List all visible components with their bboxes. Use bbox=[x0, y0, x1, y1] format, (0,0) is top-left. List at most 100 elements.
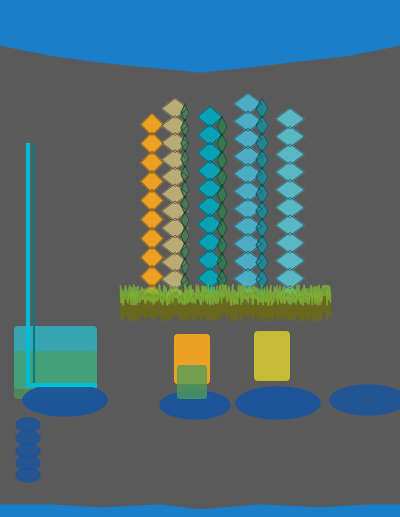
Polygon shape bbox=[234, 94, 262, 114]
Polygon shape bbox=[198, 125, 222, 145]
Polygon shape bbox=[276, 144, 304, 164]
Polygon shape bbox=[141, 208, 163, 231]
Polygon shape bbox=[141, 227, 163, 250]
Polygon shape bbox=[0, 505, 400, 517]
Polygon shape bbox=[198, 268, 222, 288]
Polygon shape bbox=[141, 266, 163, 287]
Polygon shape bbox=[217, 219, 227, 238]
Polygon shape bbox=[198, 107, 222, 127]
Polygon shape bbox=[162, 252, 188, 272]
Polygon shape bbox=[141, 171, 163, 192]
Polygon shape bbox=[181, 242, 189, 260]
Polygon shape bbox=[256, 167, 268, 187]
Ellipse shape bbox=[330, 385, 400, 415]
Polygon shape bbox=[181, 211, 189, 230]
Polygon shape bbox=[234, 216, 262, 236]
Polygon shape bbox=[217, 168, 227, 187]
Polygon shape bbox=[162, 99, 188, 118]
Ellipse shape bbox=[16, 456, 40, 470]
Polygon shape bbox=[256, 252, 268, 272]
Polygon shape bbox=[256, 201, 268, 221]
Polygon shape bbox=[256, 99, 268, 118]
Polygon shape bbox=[256, 116, 268, 135]
Polygon shape bbox=[256, 218, 268, 238]
Polygon shape bbox=[181, 119, 189, 137]
Polygon shape bbox=[162, 184, 188, 204]
Polygon shape bbox=[217, 286, 227, 307]
Polygon shape bbox=[181, 104, 189, 121]
Polygon shape bbox=[198, 160, 222, 181]
Polygon shape bbox=[198, 232, 222, 253]
Polygon shape bbox=[234, 163, 262, 184]
Polygon shape bbox=[141, 189, 163, 211]
Polygon shape bbox=[256, 184, 268, 204]
Polygon shape bbox=[276, 197, 304, 218]
Polygon shape bbox=[198, 196, 222, 217]
Polygon shape bbox=[198, 214, 222, 235]
Polygon shape bbox=[276, 109, 304, 129]
Polygon shape bbox=[141, 247, 163, 268]
Polygon shape bbox=[256, 286, 268, 307]
Polygon shape bbox=[217, 236, 227, 255]
Polygon shape bbox=[276, 268, 304, 288]
Ellipse shape bbox=[236, 387, 320, 419]
Polygon shape bbox=[181, 273, 189, 291]
FancyBboxPatch shape bbox=[174, 334, 210, 384]
Polygon shape bbox=[217, 185, 227, 204]
Polygon shape bbox=[234, 129, 262, 149]
Polygon shape bbox=[234, 286, 262, 307]
Polygon shape bbox=[181, 257, 189, 276]
FancyBboxPatch shape bbox=[254, 331, 290, 381]
Polygon shape bbox=[217, 150, 227, 171]
Polygon shape bbox=[217, 133, 227, 154]
Polygon shape bbox=[181, 196, 189, 214]
Polygon shape bbox=[181, 288, 189, 306]
Polygon shape bbox=[181, 165, 189, 183]
Polygon shape bbox=[234, 269, 262, 289]
Polygon shape bbox=[0, 0, 400, 72]
Polygon shape bbox=[256, 235, 268, 255]
Polygon shape bbox=[162, 133, 188, 153]
Polygon shape bbox=[276, 233, 304, 253]
Polygon shape bbox=[141, 113, 163, 135]
Polygon shape bbox=[181, 150, 189, 168]
Polygon shape bbox=[181, 134, 189, 153]
Polygon shape bbox=[256, 150, 268, 170]
Polygon shape bbox=[217, 117, 227, 136]
Polygon shape bbox=[181, 227, 189, 245]
Polygon shape bbox=[256, 269, 268, 290]
Polygon shape bbox=[276, 286, 304, 307]
Polygon shape bbox=[234, 146, 262, 166]
Polygon shape bbox=[162, 167, 188, 187]
FancyBboxPatch shape bbox=[177, 365, 207, 399]
Polygon shape bbox=[198, 250, 222, 270]
Polygon shape bbox=[141, 132, 163, 155]
Polygon shape bbox=[162, 286, 188, 307]
Ellipse shape bbox=[16, 444, 40, 458]
Polygon shape bbox=[198, 142, 222, 163]
Ellipse shape bbox=[16, 468, 40, 482]
Polygon shape bbox=[234, 111, 262, 131]
Ellipse shape bbox=[160, 391, 230, 419]
Polygon shape bbox=[234, 181, 262, 202]
Polygon shape bbox=[276, 162, 304, 183]
Polygon shape bbox=[217, 253, 227, 272]
FancyBboxPatch shape bbox=[14, 351, 97, 399]
Polygon shape bbox=[162, 269, 188, 290]
Polygon shape bbox=[234, 199, 262, 219]
Polygon shape bbox=[181, 181, 189, 199]
Ellipse shape bbox=[16, 418, 40, 432]
Polygon shape bbox=[234, 251, 262, 271]
Polygon shape bbox=[162, 116, 188, 135]
Polygon shape bbox=[198, 178, 222, 199]
FancyBboxPatch shape bbox=[14, 326, 97, 389]
Polygon shape bbox=[141, 284, 163, 307]
Polygon shape bbox=[162, 150, 188, 170]
Polygon shape bbox=[234, 234, 262, 254]
Ellipse shape bbox=[16, 431, 40, 445]
Polygon shape bbox=[276, 215, 304, 236]
Polygon shape bbox=[162, 201, 188, 221]
Polygon shape bbox=[217, 202, 227, 221]
Polygon shape bbox=[198, 286, 222, 307]
Polygon shape bbox=[276, 126, 304, 147]
